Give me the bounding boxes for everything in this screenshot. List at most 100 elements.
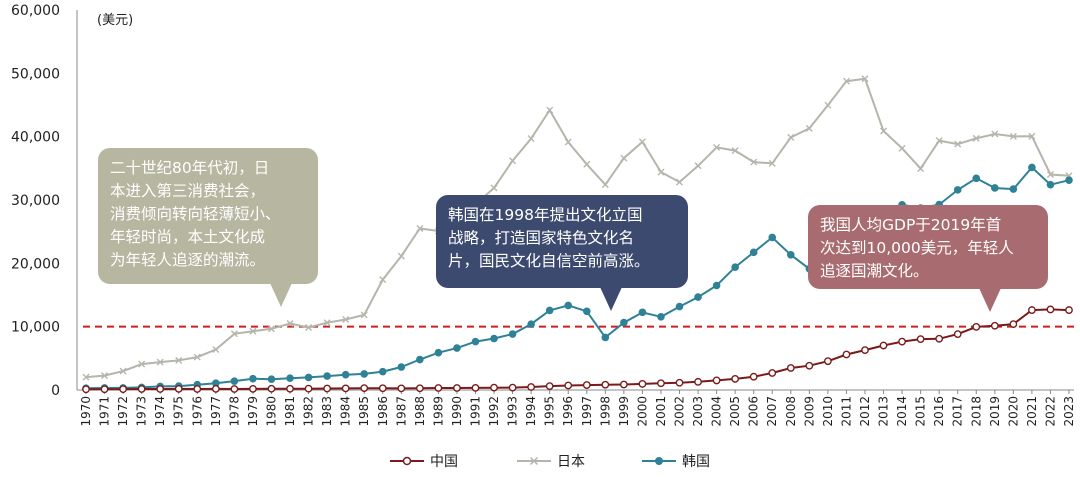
data-point [1009, 320, 1018, 329]
annotation-line: 韩国在1998年提出文化立国 [448, 206, 643, 224]
unit-label: (美元) [97, 13, 133, 28]
data-point [824, 101, 832, 109]
data-point [119, 367, 127, 375]
x-tick-label: 2014 [895, 396, 909, 427]
data-point [786, 250, 795, 259]
annotation-line: 次达到10,000美元，年轻人 [820, 239, 1014, 257]
legend-korea-swatch [642, 457, 676, 465]
data-point [805, 124, 813, 132]
x-tick-label: 2015 [914, 396, 928, 427]
data-point [230, 377, 239, 385]
data-point [82, 373, 90, 381]
data-point [953, 186, 962, 194]
data-point [953, 330, 962, 339]
data-point [768, 159, 776, 167]
y-tick-label: 40,000 [11, 130, 60, 146]
data-point [415, 384, 424, 393]
data-point [490, 184, 498, 192]
data-point [230, 385, 239, 393]
data-point [750, 158, 758, 166]
data-point [397, 384, 406, 393]
data-point [694, 377, 702, 386]
x-tick-label: 1984 [339, 396, 353, 427]
annotation-line: 年轻时尚，本土文化成 [110, 228, 266, 246]
data-point [619, 380, 628, 389]
x-tick-label: 1975 [172, 396, 186, 427]
data-point [490, 383, 498, 392]
series-line [85, 77, 1070, 379]
x-tick-label: 1988 [413, 396, 427, 427]
data-point [582, 381, 591, 389]
data-point [1065, 306, 1073, 314]
x-tick-label: 2018 [969, 396, 983, 427]
data-point [341, 370, 350, 379]
data-point [527, 383, 536, 391]
x-tick-label: 1990 [450, 396, 464, 427]
y-axis-ticks: 0 10,000 20,000 30,000 40,000 50,000 60,000 [11, 3, 60, 399]
data-point [527, 320, 535, 328]
data-point [564, 138, 572, 146]
data-point [638, 308, 647, 317]
data-point [249, 384, 257, 393]
data-point [768, 233, 777, 242]
x-tick-label: 2020 [1006, 396, 1020, 427]
annotation-line: 战略，打造国家特色文化名 [448, 229, 635, 247]
data-point [1028, 163, 1036, 172]
data-point [638, 138, 646, 146]
data-point [564, 381, 573, 390]
data-point [749, 248, 758, 257]
y-tick-label: 10,000 [11, 320, 60, 336]
data-point [546, 106, 554, 114]
series-layer [82, 75, 1073, 394]
data-point [267, 325, 275, 333]
data-point [1009, 132, 1017, 140]
annotation-line: 二十世纪80年代初，日 [110, 159, 270, 177]
data-point [935, 334, 944, 343]
data-point [527, 135, 535, 143]
x-tick-label: 2007 [765, 396, 779, 427]
x-tick-label: 1973 [135, 396, 149, 427]
x-tick-label: 2011 [839, 396, 853, 427]
data-point [471, 384, 480, 392]
data-point [638, 380, 647, 388]
annotation-line: 片，国民文化自信空前高涨。 [448, 252, 650, 270]
x-tick-label: 1970 [79, 396, 93, 427]
data-point [175, 356, 183, 364]
data-point [583, 160, 591, 168]
x-tick-label: 1995 [543, 396, 557, 427]
data-point [954, 140, 962, 148]
data-point [434, 384, 443, 392]
x-tick-label: 1994 [524, 396, 538, 427]
x-tick-label: 2017 [951, 396, 965, 427]
data-point [323, 384, 332, 393]
x-tick-label: 1976 [190, 396, 204, 427]
data-point [508, 330, 517, 338]
x-tick-label: 2019 [988, 396, 1002, 427]
x-tick-label: 2016 [932, 396, 946, 427]
data-point [1009, 185, 1018, 193]
series-0 [82, 305, 1073, 394]
data-point [694, 293, 702, 301]
data-point [453, 344, 461, 352]
data-point [657, 379, 665, 388]
data-point [267, 375, 276, 383]
data-point [712, 281, 721, 290]
data-point [341, 384, 350, 393]
x-tick-label: 1978 [227, 396, 241, 427]
legend-label: 韩国 [682, 454, 710, 470]
data-point [397, 363, 406, 371]
data-point [991, 184, 999, 192]
data-point [490, 334, 498, 343]
data-point [861, 75, 869, 83]
data-point [1028, 306, 1036, 314]
data-point [416, 355, 424, 364]
annotation-korea-pointer [600, 287, 622, 311]
data-point [879, 341, 888, 350]
annotation-line: 为年轻人追逐的潮流。 [110, 251, 266, 269]
x-tick-label: 1980 [264, 396, 278, 427]
data-point [880, 127, 888, 135]
data-point [379, 276, 387, 284]
x-tick-label: 1977 [209, 396, 223, 427]
data-point [471, 337, 480, 346]
x-tick-label: 1996 [561, 396, 575, 427]
